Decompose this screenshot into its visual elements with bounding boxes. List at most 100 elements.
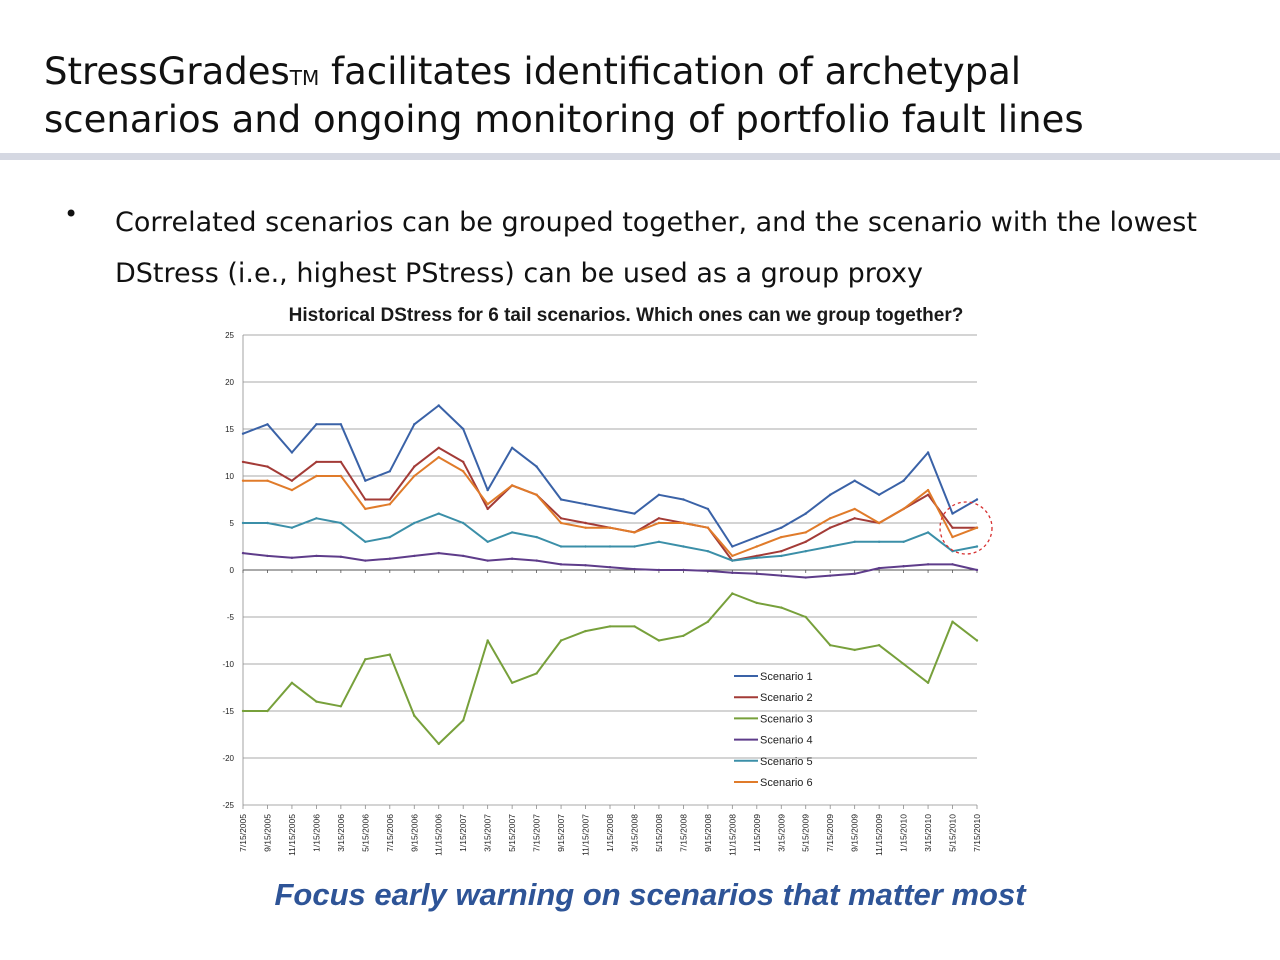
caption: Focus early warning on scenarios that ma… <box>274 877 1026 912</box>
data-point <box>315 423 318 426</box>
data-point <box>951 535 954 539</box>
data-point <box>462 470 465 473</box>
data-point <box>706 526 710 529</box>
data-point <box>731 592 734 595</box>
data-point <box>486 488 489 492</box>
data-point <box>608 625 612 628</box>
x-tick-label: 5/15/2007 <box>507 814 517 852</box>
bullet-icon: • <box>64 200 79 228</box>
data-point <box>437 404 440 407</box>
data-point <box>926 488 930 492</box>
y-tick-label: 25 <box>225 331 234 340</box>
y-tick-label: -5 <box>227 613 235 622</box>
x-tick-label: 7/15/2007 <box>532 814 542 852</box>
data-point <box>877 521 881 525</box>
data-point <box>559 545 563 548</box>
data-point <box>266 554 269 558</box>
series-line-2 <box>242 446 977 562</box>
data-point <box>780 606 783 609</box>
data-point <box>951 563 954 566</box>
data-point <box>853 507 856 511</box>
highlight-circle <box>939 501 993 555</box>
x-tick-label: 9/15/2006 <box>409 814 419 852</box>
data-point <box>559 639 563 642</box>
data-point <box>462 719 465 722</box>
data-point <box>510 531 514 534</box>
data-point <box>706 620 710 623</box>
x-tick-label: 7/15/2009 <box>825 814 835 852</box>
data-point <box>877 644 881 647</box>
data-point <box>486 540 489 543</box>
data-point <box>731 545 734 548</box>
y-tick-label: 0 <box>230 566 235 575</box>
data-point <box>829 545 832 548</box>
data-point <box>413 423 416 426</box>
data-point <box>706 569 710 573</box>
data-point <box>413 554 416 558</box>
data-point <box>951 620 954 623</box>
data-point <box>266 479 269 482</box>
data-point <box>657 493 661 496</box>
y-tick-label: 10 <box>225 472 234 481</box>
data-point <box>926 563 930 566</box>
title-line1-post: facilitates identification of archetypal <box>319 50 1022 93</box>
data-point <box>804 540 807 543</box>
x-tick-label: 9/15/2009 <box>850 814 860 852</box>
data-point <box>608 507 612 511</box>
data-point <box>241 432 245 435</box>
data-point <box>437 456 440 459</box>
legend-label: Scenario 3 <box>760 713 813 725</box>
x-tick-label: 1/15/2009 <box>752 814 762 852</box>
data-point <box>682 521 685 525</box>
y-tick-label: 5 <box>230 519 235 528</box>
data-point <box>339 474 343 478</box>
data-point <box>388 503 391 506</box>
data-point <box>877 540 881 543</box>
data-point <box>535 672 538 675</box>
data-point <box>780 526 783 529</box>
data-point <box>339 705 343 708</box>
data-point <box>510 484 514 487</box>
x-tick-label: 3/15/2010 <box>923 814 933 852</box>
x-tick-label: 3/15/2006 <box>336 814 346 852</box>
x-tick-label: 3/15/2009 <box>776 814 786 852</box>
trademark-mark: TM <box>289 66 320 90</box>
data-point <box>241 479 245 482</box>
data-point <box>657 639 661 642</box>
data-point <box>462 554 465 558</box>
data-point <box>290 556 294 559</box>
x-tick-label: 9/15/2008 <box>703 814 713 852</box>
data-point <box>706 507 710 511</box>
data-point <box>266 423 269 426</box>
data-point <box>437 742 440 746</box>
data-point <box>535 535 538 539</box>
x-tick-label: 11/15/2006 <box>434 814 444 856</box>
data-point <box>926 681 930 684</box>
data-point <box>804 512 807 515</box>
data-point <box>486 507 489 511</box>
data-point <box>584 545 587 548</box>
x-tick-label: 1/15/2010 <box>899 814 909 852</box>
data-point <box>413 714 416 717</box>
data-point <box>535 465 538 468</box>
data-point <box>608 565 612 569</box>
x-tick-label: 11/15/2005 <box>287 814 297 856</box>
data-point <box>290 526 294 529</box>
data-point <box>486 503 489 506</box>
data-point <box>926 531 930 534</box>
x-tick-label: 1/15/2006 <box>311 814 321 852</box>
data-point <box>584 564 587 567</box>
x-tick-label: 3/15/2007 <box>483 814 493 852</box>
data-point <box>559 517 563 520</box>
data-point <box>241 460 245 464</box>
data-point <box>364 559 367 562</box>
x-tick-label: 11/15/2008 <box>727 814 737 856</box>
data-point <box>975 639 979 642</box>
x-tick-label: 11/15/2007 <box>581 814 591 856</box>
data-point <box>657 517 661 520</box>
data-point <box>559 498 563 501</box>
data-point <box>682 568 685 572</box>
data-point <box>437 446 440 449</box>
data-point <box>657 568 661 572</box>
bullet-text: Correlated scenarios can be grouped toge… <box>115 207 1197 289</box>
